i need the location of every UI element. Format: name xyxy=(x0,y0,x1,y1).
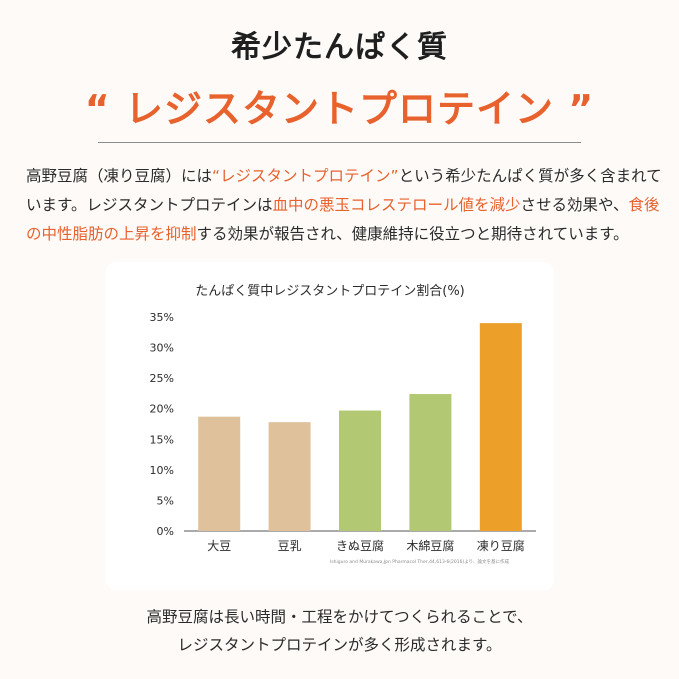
y-tick-label: 5% xyxy=(157,494,174,507)
y-tick-label: 25% xyxy=(150,372,174,385)
intro-paragraph: 高野豆腐（凍り豆腐）には“レジスタントプロテイン”という希少たんぱく質が多く含ま… xyxy=(26,162,666,249)
intro-highlight-1: “レジスタントプロテイン” xyxy=(212,167,399,185)
x-tick-label: きぬ豆腐 xyxy=(336,538,384,553)
intro-highlight-2: 血中の悪玉コレステロール値を減少 xyxy=(272,196,521,214)
page-title: 希少たんぱく質 xyxy=(231,30,448,65)
bar xyxy=(479,323,522,531)
y-tick-label: 20% xyxy=(150,403,174,416)
bar xyxy=(268,422,311,531)
page-subtitle: “ レジスタントプロテイン ” xyxy=(84,87,595,131)
footer-line-2: レジスタントプロテインが多く形成されます。 xyxy=(177,636,502,654)
intro-text-2: という希少たんぱく質が多く含まれています。レジスタントプロテインは xyxy=(26,167,662,214)
y-tick-label: 35% xyxy=(150,311,174,324)
x-tick-label: 凍り豆腐 xyxy=(477,538,525,553)
y-tick-label: 30% xyxy=(150,342,174,355)
y-tick-label: 0% xyxy=(157,525,174,538)
bar-chart: 0% 5% 10% 15% 20% 25% 30% 35% 大豆 豆乳 きぬ豆腐 木綿豆腐 凍り豆腐 xyxy=(150,311,536,553)
intro-text-1: 高野豆腐（凍り豆腐）には xyxy=(26,167,213,185)
intro-text-4: する効果が報告され、健康維持に役立つと期待されています。 xyxy=(196,225,629,243)
footer-text: 高野豆腐は長い時間・工程をかけてつくられることで、 レジスタントプロテインが多く… xyxy=(0,603,679,659)
footer-line-1: 高野豆腐は長い時間・工程をかけてつくられることで、 xyxy=(146,608,533,626)
intro-highlight-3: 食後の中性脂肪の上昇を抑制 xyxy=(26,196,660,243)
chart-source: Ishiguro and Murakawa,Jpn Pharmacol Ther… xyxy=(330,560,509,565)
y-tick-label: 15% xyxy=(150,433,174,446)
bar xyxy=(198,416,241,531)
intro-text-3: させる効果や、 xyxy=(520,196,629,214)
chart-title: たんぱく質中レジスタントプロテイン割合(%) xyxy=(195,284,465,299)
bar xyxy=(409,394,452,531)
x-tick-label: 木綿豆腐 xyxy=(406,538,454,553)
bar xyxy=(339,410,381,531)
chart-card: たんぱく質中レジスタントプロテイン割合(%) 0% 5% 10% 15% 20% 25% 3… xyxy=(106,262,554,590)
x-tick-label: 豆乳 xyxy=(278,539,302,553)
y-tick-label: 10% xyxy=(150,464,174,477)
x-tick-label: 大豆 xyxy=(207,539,231,553)
divider xyxy=(98,142,581,143)
